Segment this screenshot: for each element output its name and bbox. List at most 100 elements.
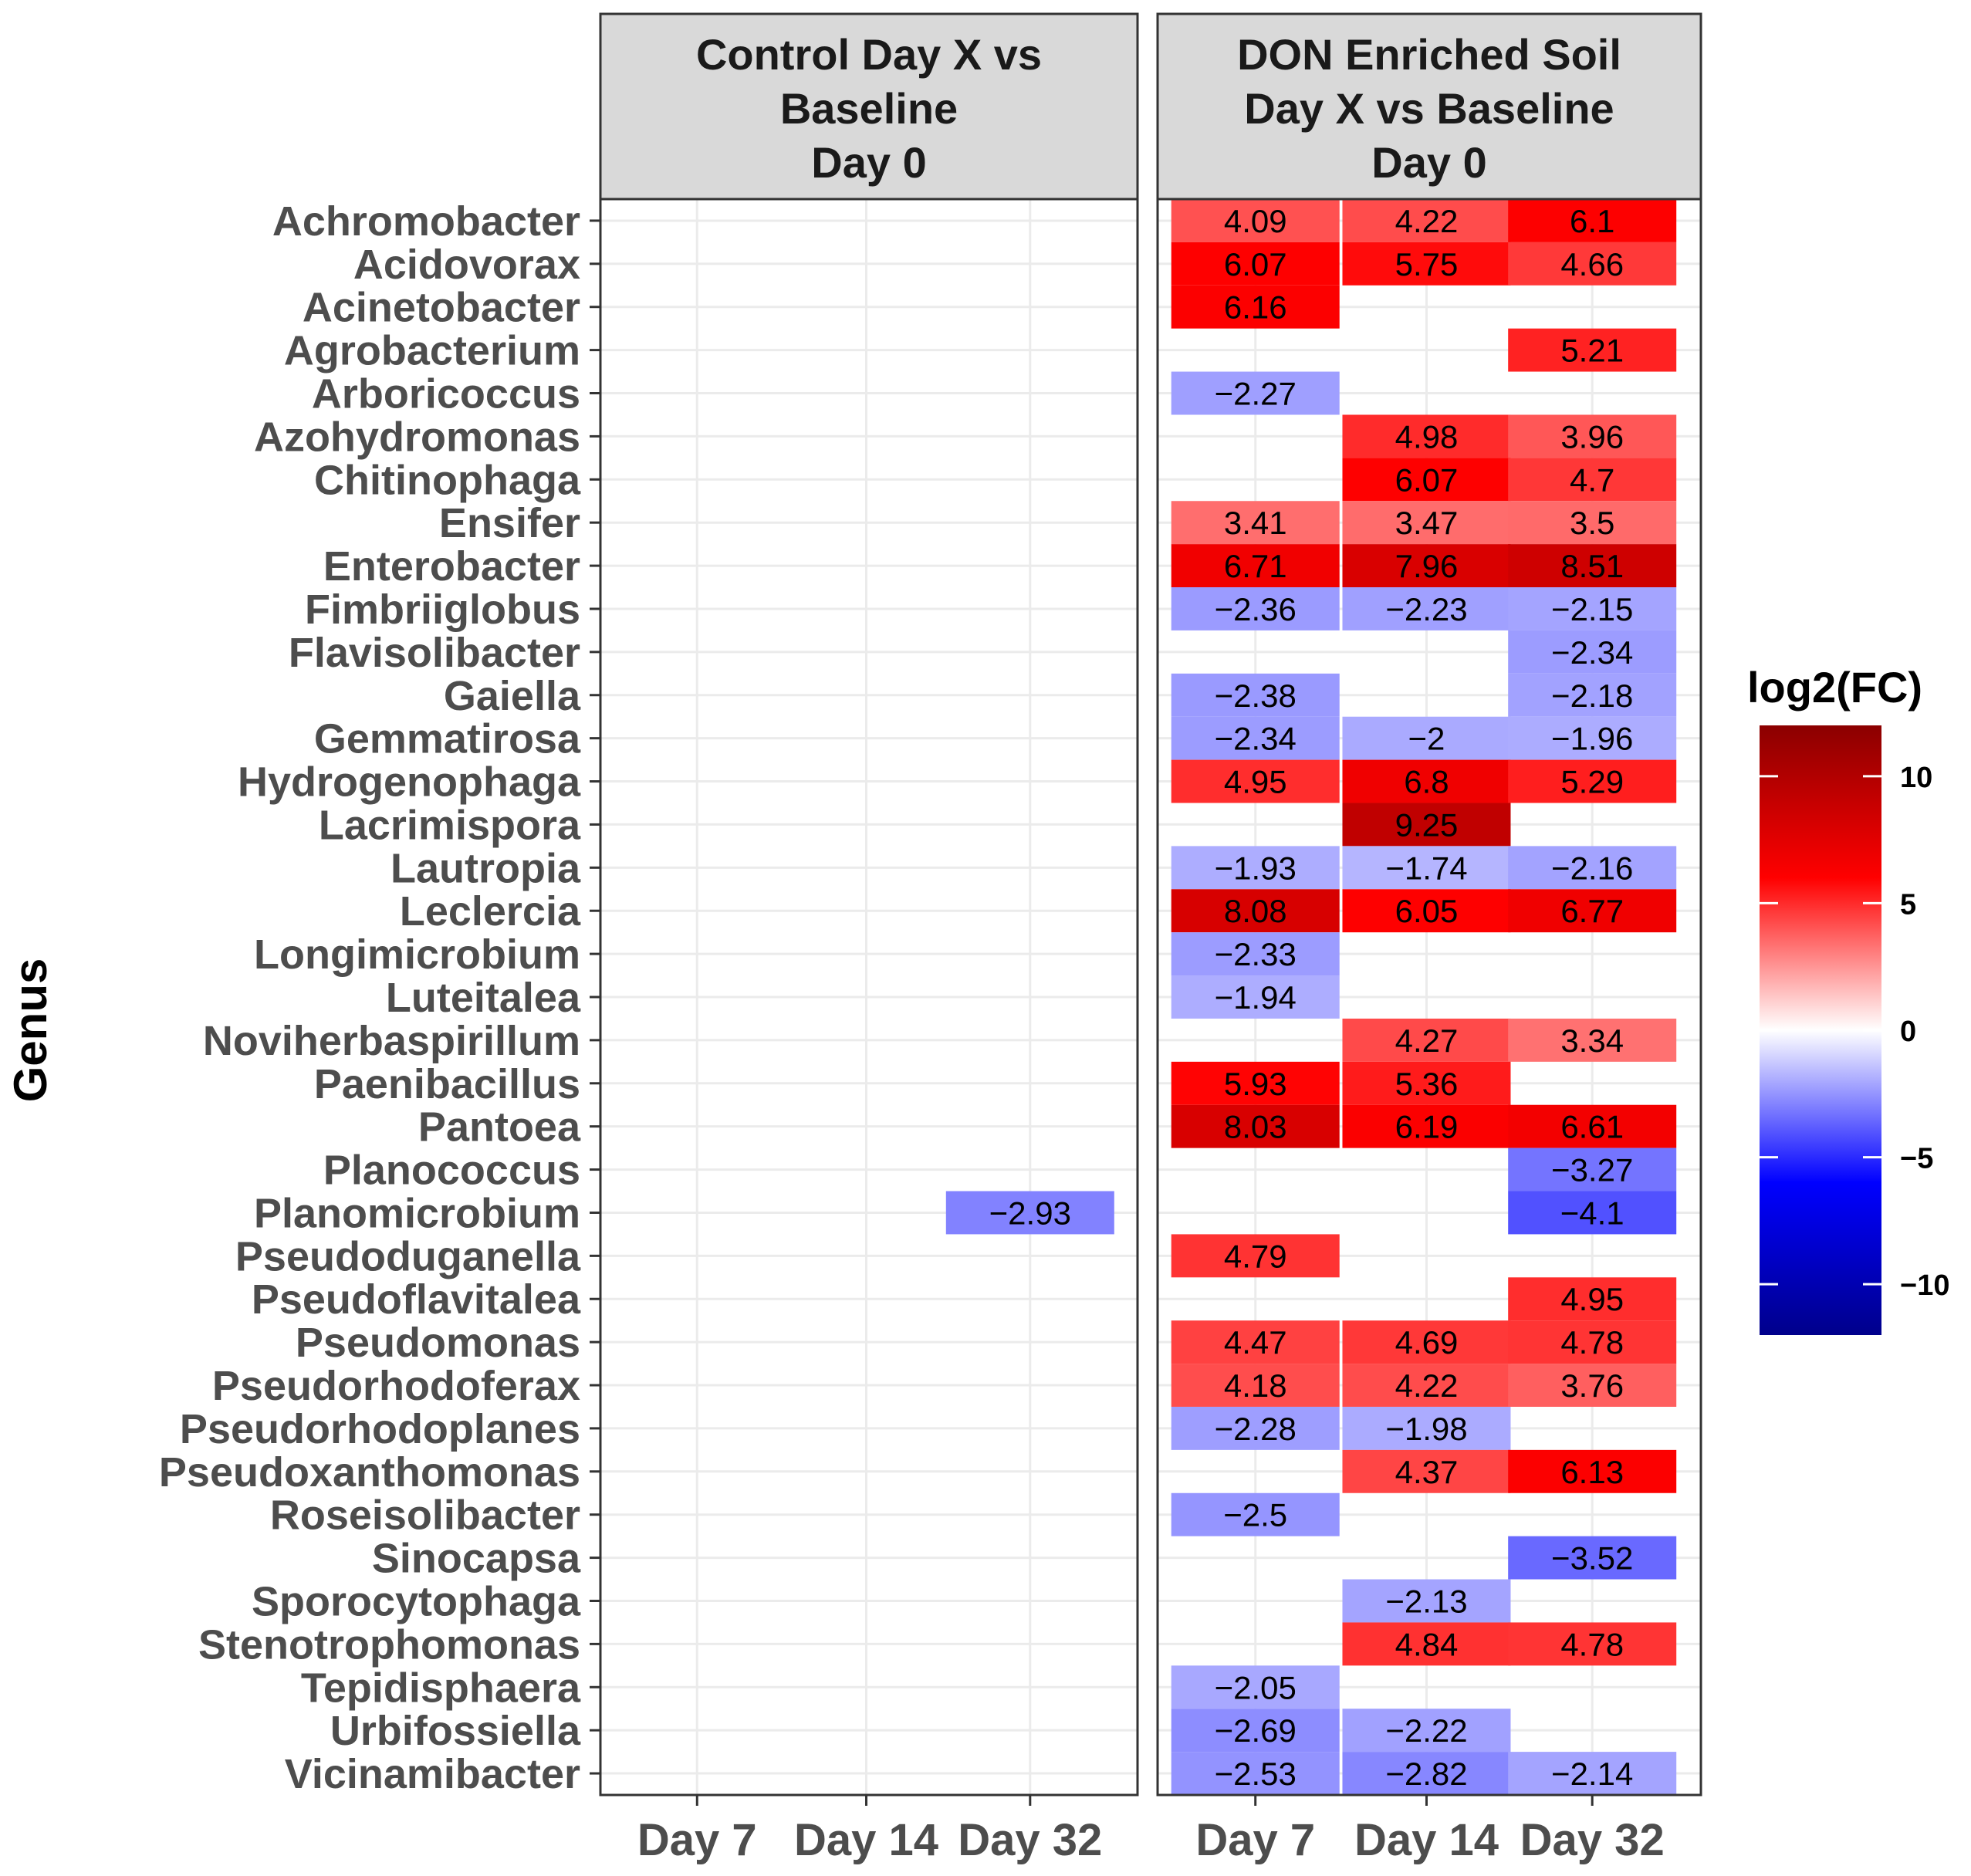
genus-label: Chitinophaga [314,457,581,503]
legend-tick-label: 10 [1900,762,1932,794]
tile-value-label: 4.98 [1395,418,1459,455]
facet-panel: Control Day X vs Baseline Day 0 −2.93 [599,12,1139,1797]
genus-label: Pseudorhodoplanes [180,1406,580,1452]
heatmap-tile [1342,587,1511,630]
heatmap-tile [1171,846,1340,890]
tile-value-label: −2.14 [1551,1756,1633,1792]
tile-value-label: 3.96 [1560,418,1624,455]
tile-value-label: 6.77 [1560,893,1624,929]
heatmap-tile [1508,1018,1677,1062]
heatmap-tile [1171,1406,1340,1450]
genus-label: Pseudoflavitalea [252,1276,581,1323]
heatmap-tile [1171,1234,1340,1278]
tile-value-label: 4.69 [1395,1324,1459,1361]
genus-label: Urbifossiella [330,1708,581,1754]
tile-value-label: −2.18 [1551,678,1633,714]
genus-label: Gaiella [444,673,581,719]
tile-value-label: −2.33 [1215,936,1297,972]
tile-value-label: −2.13 [1385,1583,1467,1619]
tile-value-label: −2.23 [1385,591,1467,627]
heatmap-tile [1508,630,1677,674]
legend-ticks: 10 5 0 −5 −10 [1760,762,1949,1302]
heatmap-tile [1508,1148,1677,1192]
genus-label: Acidovorax [353,242,580,288]
tile-value-label: −2.34 [1215,721,1297,757]
heatmap-tile [1342,889,1511,933]
genus-label: Leclercia [400,888,581,935]
x-tick-label: Day 7 [637,1815,757,1865]
heatmap-tile [1342,1320,1511,1364]
tile-value-label: 8.03 [1224,1109,1287,1145]
tile-value-label: 6.13 [1560,1454,1624,1490]
heatmap-tile [1508,242,1677,286]
heatmap-tile [1342,458,1511,502]
genus-label: Hydrogenophaga [238,759,581,806]
heatmap-tile [1342,414,1511,458]
facet-title-line: DON Enriched Soil [1237,30,1621,79]
day-labels: Day 7 Day 14 Day 32 Day 7 Day 14 Day 32 [637,1795,1665,1865]
heatmap-tile [1508,199,1677,242]
tile-value-label: 6.07 [1224,246,1287,282]
facet-title-line: Control Day X vs [696,30,1042,79]
heatmap-tile [1342,544,1511,588]
tile-value-label: 4.37 [1395,1454,1459,1490]
tile-value-label: −2.34 [1551,634,1633,671]
heatmap-tile [1508,889,1677,933]
heatmap-tile [1508,1536,1677,1580]
genus-labels: AchromobacterAcidovoraxAcinetobacterAgro… [159,198,600,1797]
legend-tick-label: 5 [1900,888,1916,921]
tile-value-label: 4.47 [1224,1324,1287,1361]
tile-value-label: 5.21 [1560,333,1624,369]
heatmap-tile [1342,1752,1511,1795]
tile-value-label: 5.29 [1560,764,1624,800]
genus-label: Enterobacter [323,543,580,590]
tile-value-label: 4.22 [1395,1367,1459,1404]
panels: Control Day X vs Baseline Day 0 −2.93 DON En… [599,12,1702,1797]
tile-value-label: 5.75 [1395,246,1459,282]
heatmap-tile [1342,1104,1511,1148]
tile-value-label: 7.96 [1395,548,1459,584]
heatmap-tile [1171,587,1340,630]
heatmap-tile [1342,242,1511,286]
heatmap-tile [1508,759,1677,803]
tile-value-label: 6.61 [1560,1109,1624,1145]
heatmap-tile [1171,889,1340,933]
facet-title-line: Day 0 [1371,138,1486,187]
heatmap-tile [1508,673,1677,717]
heatmap-tile [1342,846,1511,890]
genus-label: Lautropia [390,845,581,891]
heatmap-tile [1508,1449,1677,1493]
tile-value-label: 3.47 [1395,505,1459,541]
tile-value-label: 3.5 [1570,505,1614,541]
tile-value-label: 6.71 [1224,548,1287,584]
tile-value-label: 5.36 [1395,1066,1459,1102]
facet-title-line: Day X vs Baseline [1244,84,1614,133]
genus-label: Flavisolibacter [289,630,580,676]
heatmap-tile [1342,803,1511,847]
tile-value-label: −2.15 [1551,591,1633,627]
tile-value-label: 9.25 [1395,806,1459,843]
tile-value-label: 6.19 [1395,1109,1459,1145]
legend-tick-label: 0 [1900,1016,1916,1048]
genus-label: Luteitalea [386,975,581,1021]
genus-label: Roseisolibacter [270,1492,580,1539]
legend-tick-label: −5 [1900,1143,1933,1175]
heatmap-tile [1342,501,1511,545]
heatmap-tile [1508,328,1677,372]
tile-value-label: 3.34 [1560,1023,1624,1059]
genus-label: Planomicrobium [254,1190,580,1236]
tile-value-label: −2.69 [1215,1712,1297,1749]
tile-value-label: 5.93 [1224,1066,1287,1102]
heatmap-tile [1342,1364,1511,1407]
heatmap-tile [1342,1018,1511,1062]
heatmap-tile [1342,1061,1511,1105]
tile-value-label: −4.1 [1560,1195,1624,1231]
tile-value-label: 4.95 [1224,764,1287,800]
heatmap-tile [1171,1061,1340,1105]
genus-label: Azohydromonas [254,414,580,460]
heatmap-tile [1342,1622,1511,1666]
heatmap-tile [1342,199,1511,242]
genus-label: Sinocapsa [372,1536,581,1582]
tile-value-label: −2.16 [1551,850,1633,886]
x-tick-label: Day 32 [1520,1815,1665,1865]
